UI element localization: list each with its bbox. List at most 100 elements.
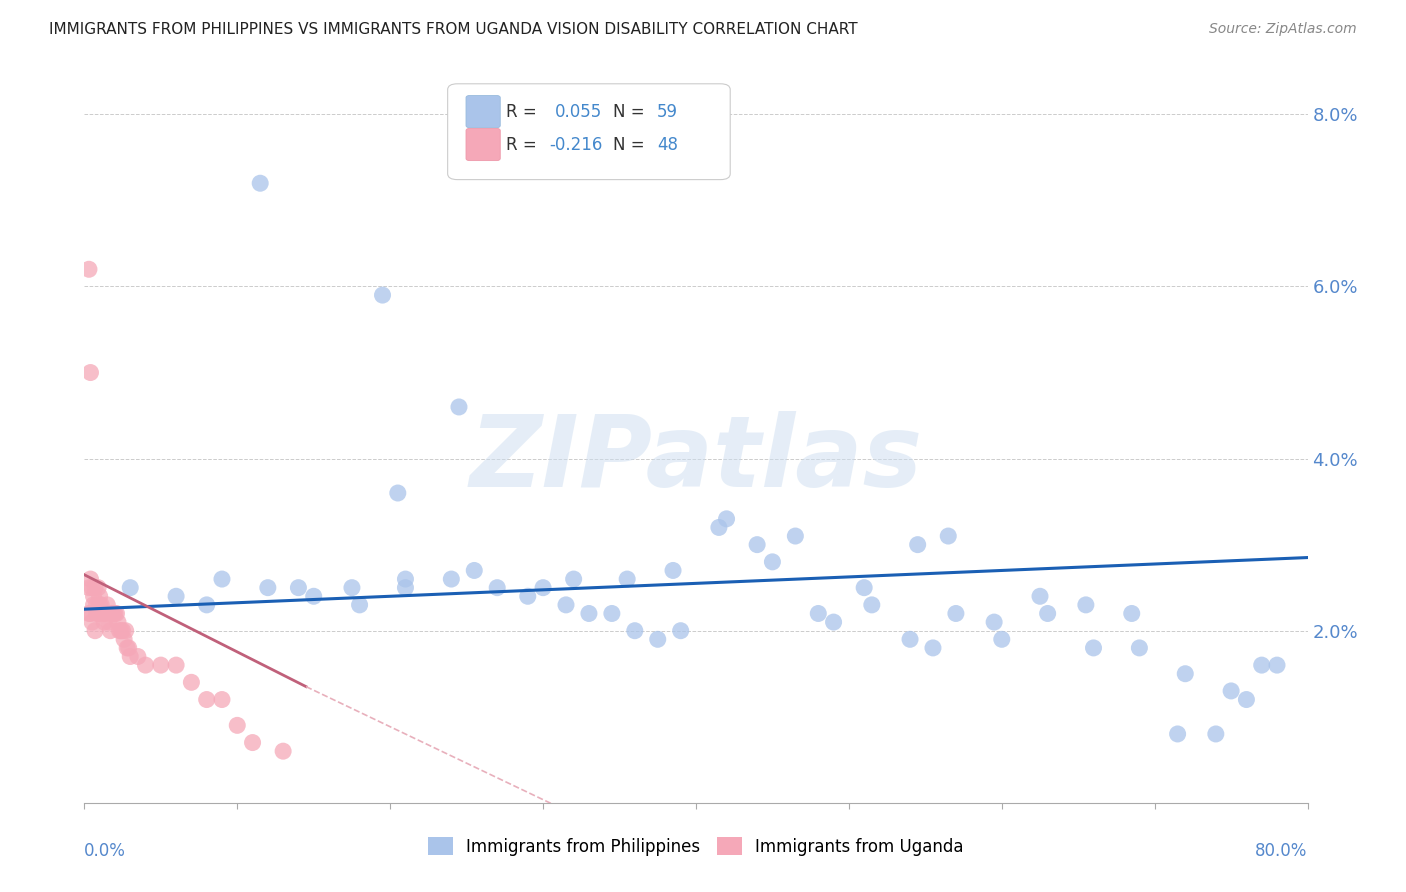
Point [983, 615, 1005, 629]
Point [96, 598, 118, 612]
Point [149, 658, 172, 673]
Point [83, 589, 105, 603]
Point [195, 598, 218, 612]
Point [97, 615, 120, 629]
Point [1029, 589, 1052, 603]
Point [1128, 640, 1150, 655]
Point [242, 735, 264, 749]
Point [936, 529, 959, 543]
Point [287, 581, 309, 595]
Point [662, 564, 685, 578]
Text: ZIPatlas: ZIPatlas [470, 410, 922, 508]
Point [120, 649, 142, 664]
Point [115, 640, 138, 655]
Point [165, 658, 187, 673]
Point [1083, 640, 1105, 655]
Point [1265, 658, 1288, 673]
Point [211, 572, 233, 586]
Point [84, 624, 107, 638]
Point [349, 598, 371, 612]
Point [1174, 666, 1197, 681]
Point [1074, 598, 1097, 612]
Point [107, 615, 129, 629]
Point [922, 640, 945, 655]
FancyBboxPatch shape [465, 128, 501, 161]
Point [394, 581, 416, 595]
Point [516, 589, 538, 603]
Point [112, 632, 135, 647]
Point [135, 658, 157, 673]
Point [486, 581, 509, 595]
Point [84, 581, 107, 595]
Point [110, 624, 132, 638]
Point [77, 581, 100, 595]
Point [165, 589, 187, 603]
Point [716, 512, 738, 526]
Text: 59: 59 [657, 103, 678, 120]
Point [80, 615, 103, 629]
Point [1036, 607, 1059, 621]
Point [898, 632, 921, 647]
Text: -0.216: -0.216 [550, 136, 603, 153]
FancyBboxPatch shape [465, 95, 501, 128]
Point [340, 581, 363, 595]
Point [447, 400, 470, 414]
Point [257, 581, 280, 595]
Point [302, 589, 325, 603]
Point [211, 692, 233, 706]
Point [79, 607, 101, 621]
Point [94, 607, 117, 621]
Point [761, 555, 783, 569]
Point [180, 675, 202, 690]
Point [77, 262, 100, 277]
Point [785, 529, 807, 543]
Point [616, 572, 638, 586]
Point [747, 538, 769, 552]
Point [195, 692, 218, 706]
Point [807, 607, 830, 621]
Point [86, 598, 108, 612]
Point [89, 598, 111, 612]
Point [387, 486, 409, 500]
Point [860, 598, 883, 612]
Point [1205, 727, 1227, 741]
Point [991, 632, 1014, 647]
Point [1167, 727, 1189, 741]
Point [600, 607, 623, 621]
Point [371, 288, 394, 302]
Point [562, 572, 585, 586]
Point [86, 607, 108, 621]
Point [624, 624, 647, 638]
Point [77, 607, 100, 621]
Text: R =: R = [506, 136, 543, 153]
Text: 0.0%: 0.0% [84, 842, 127, 860]
Point [101, 607, 124, 621]
Point [907, 538, 929, 552]
Point [624, 150, 647, 164]
Point [1250, 658, 1272, 673]
Point [823, 615, 845, 629]
Point [463, 564, 485, 578]
Text: R =: R = [506, 103, 543, 120]
Text: N =: N = [613, 103, 650, 120]
Point [555, 598, 578, 612]
Point [249, 176, 271, 190]
Point [945, 607, 967, 621]
Legend: Immigrants from Philippines, Immigrants from Uganda: Immigrants from Philippines, Immigrants … [419, 830, 973, 864]
Point [98, 624, 121, 638]
Point [87, 581, 110, 595]
Point [114, 624, 136, 638]
Text: 80.0%: 80.0% [1256, 842, 1308, 860]
Point [111, 624, 134, 638]
Point [1121, 607, 1143, 621]
Text: N =: N = [613, 136, 650, 153]
Point [89, 589, 111, 603]
Point [1236, 692, 1258, 706]
Point [91, 607, 114, 621]
Point [120, 581, 142, 595]
Text: Source: ZipAtlas.com: Source: ZipAtlas.com [1209, 22, 1357, 37]
Point [79, 366, 101, 380]
Point [83, 598, 105, 612]
Point [104, 607, 127, 621]
Point [105, 607, 128, 621]
